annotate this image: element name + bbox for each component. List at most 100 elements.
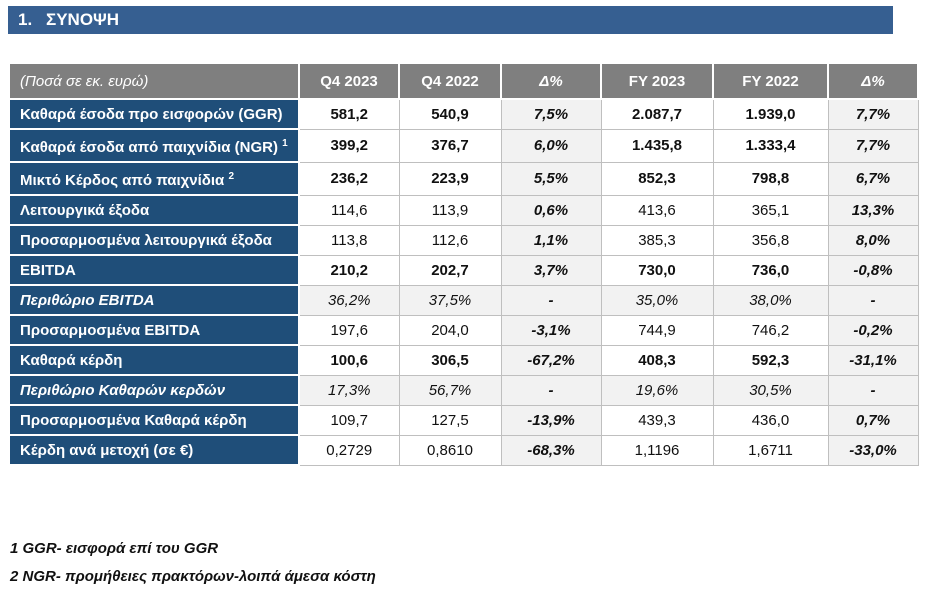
value-cell: 0,7% — [827, 404, 919, 436]
value-cell: 30,5% — [712, 374, 829, 406]
value-cell: 127,5 — [398, 404, 502, 436]
unit-label-header: (Ποσά σε εκ. ευρώ) — [8, 62, 300, 100]
value-cell: 385,3 — [600, 224, 714, 256]
value-cell: 19,6% — [600, 374, 714, 406]
table-body: Καθαρά έσοδα προ εισφορών (GGR) 581,2 540,… — [8, 98, 919, 466]
footnote-1: 1 GGR- εισφορά επί του GGR — [10, 540, 219, 557]
footnote-marker: 1 — [282, 138, 288, 149]
value-cell: 1.435,8 — [600, 128, 714, 163]
column-header: Δ% — [827, 62, 919, 100]
value-cell: 7,7% — [827, 128, 919, 163]
value-cell: 0,6% — [500, 194, 602, 226]
value-cell: -0,8% — [827, 254, 919, 286]
table-row: Περιθώριο Καθαρών κερδών 17,3% 56,7% -19,6%… — [8, 374, 919, 406]
value-cell: 540,9 — [398, 98, 502, 130]
value-cell: 112,6 — [398, 224, 502, 256]
value-cell: 17,3% — [298, 374, 400, 406]
table-row: Προσαρμοσμένα Καθαρά κέρδη 109,7 127,5 -13,… — [8, 404, 919, 436]
value-cell: -68,3% — [500, 434, 602, 466]
value-cell: 356,8 — [712, 224, 829, 256]
value-cell: 13,3% — [827, 194, 919, 226]
table-row: Κέρδη ανά μετοχή (σε €) 0,2729 0,8610 -68,3… — [8, 434, 919, 466]
value-cell: 37,5% — [398, 284, 502, 316]
value-cell: 1.333,4 — [712, 128, 829, 163]
table-row: Περιθώριο EBITDA 36,2% 37,5% -35,0% 38,0% - — [8, 284, 919, 316]
value-cell: 581,2 — [298, 98, 400, 130]
value-cell: 1,1196 — [600, 434, 714, 466]
value-cell: - — [500, 284, 602, 316]
value-cell: 592,3 — [712, 344, 829, 376]
value-cell: - — [500, 374, 602, 406]
column-header: FY 2022 — [712, 62, 829, 100]
table-row: Λειτουργικά έξοδα 114,6 113,9 0,6% 413,6 365,… — [8, 194, 919, 226]
value-cell: 365,1 — [712, 194, 829, 226]
table-row: EBITDA 210,2 202,7 3,7% 730,0 736,0 -0,8% — [8, 254, 919, 286]
section-number: 1. — [18, 10, 33, 29]
value-cell: 436,0 — [712, 404, 829, 436]
row-label: Μικτό Κέρδος από παιχνίδια 2 — [8, 161, 300, 196]
table-row: Μικτό Κέρδος από παιχνίδια 2 236,2 223,9 5,… — [8, 161, 919, 196]
value-cell: 1.939,0 — [712, 98, 829, 130]
row-label: Περιθώριο Καθαρών κερδών — [8, 374, 300, 406]
value-cell: 306,5 — [398, 344, 502, 376]
summary-table: (Ποσά σε εκ. ευρώ) Q4 2023 Q4 2022 Δ% FY 202… — [8, 62, 919, 466]
value-cell: - — [827, 374, 919, 406]
column-header: Δ% — [500, 62, 602, 100]
row-label: Προσαρμοσμένα EBITDA — [8, 314, 300, 346]
value-cell: 746,2 — [712, 314, 829, 346]
value-cell: 439,3 — [600, 404, 714, 436]
row-label: Προσαρμοσμένα Καθαρά κέρδη — [8, 404, 300, 436]
value-cell: 0,2729 — [298, 434, 400, 466]
value-cell: 798,8 — [712, 161, 829, 196]
value-cell: -33,0% — [827, 434, 919, 466]
value-cell: 100,6 — [298, 344, 400, 376]
value-cell: 38,0% — [712, 284, 829, 316]
value-cell: 8,0% — [827, 224, 919, 256]
row-label: Προσαρμοσμένα λειτουργικά έξοδα — [8, 224, 300, 256]
value-cell: 744,9 — [600, 314, 714, 346]
row-label: Περιθώριο EBITDA — [8, 284, 300, 316]
value-cell: 35,0% — [600, 284, 714, 316]
value-cell: 202,7 — [398, 254, 502, 286]
footnote-marker: 2 — [228, 171, 235, 182]
value-cell: 399,2 — [298, 128, 400, 163]
value-cell: 210,2 — [298, 254, 400, 286]
column-header: Q4 2022 — [398, 62, 502, 100]
value-cell: 376,7 — [398, 128, 502, 163]
table-row: Καθαρά κέρδη 100,6 306,5 -67,2% 408,3 592,3 -3… — [8, 344, 919, 376]
value-cell: 6,7% — [827, 161, 919, 196]
value-cell: 6,0% — [500, 128, 602, 163]
table-row: Καθαρά έσοδα προ εισφορών (GGR) 581,2 540,… — [8, 98, 919, 130]
value-cell: - — [827, 284, 919, 316]
value-cell: -3,1% — [500, 314, 602, 346]
value-cell: 1,6711 — [712, 434, 829, 466]
column-header: FY 2023 — [600, 62, 714, 100]
row-label: Κέρδη ανά μετοχή (σε €) — [8, 434, 300, 466]
value-cell: -31,1% — [827, 344, 919, 376]
value-cell: 236,2 — [298, 161, 400, 196]
row-label: Καθαρά έσοδα από παιχνίδια (NGR) 1 — [8, 128, 300, 163]
table-row: Προσαρμοσμένα EBITDA 197,6 204,0 -3,1% 744,9… — [8, 314, 919, 346]
value-cell: -67,2% — [500, 344, 602, 376]
section-title: ΣΥΝΟΨΗ — [46, 10, 120, 29]
value-cell: 114,6 — [298, 194, 400, 226]
value-cell: 736,0 — [712, 254, 829, 286]
value-cell: -0,2% — [827, 314, 919, 346]
value-cell: 730,0 — [600, 254, 714, 286]
value-cell: -13,9% — [500, 404, 602, 436]
column-header: Q4 2023 — [298, 62, 400, 100]
value-cell: 223,9 — [398, 161, 502, 196]
footnote-2: 2 NGR- προμήθειες πρακτόρων-λοιπά άμεσα … — [10, 568, 376, 585]
row-label: EBITDA — [8, 254, 300, 286]
row-label: Λειτουργικά έξοδα — [8, 194, 300, 226]
table-row: Προσαρμοσμένα λειτουργικά έξοδα 113,8 112,… — [8, 224, 919, 256]
value-cell: 197,6 — [298, 314, 400, 346]
value-cell: 3,7% — [500, 254, 602, 286]
value-cell: 56,7% — [398, 374, 502, 406]
value-cell: 7,7% — [827, 98, 919, 130]
row-label: Καθαρά κέρδη — [8, 344, 300, 376]
value-cell: 7,5% — [500, 98, 602, 130]
section-title-bar: 1. ΣΥΝΟΨΗ — [8, 6, 893, 34]
value-cell: 413,6 — [600, 194, 714, 226]
table-row: Καθαρά έσοδα από παιχνίδια (NGR) 1 399,2 3… — [8, 128, 919, 163]
